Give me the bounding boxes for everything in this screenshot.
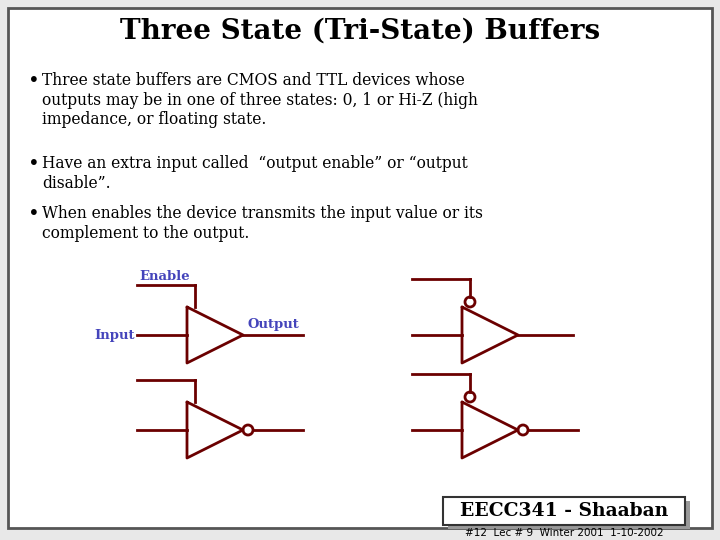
Text: Three state buffers are CMOS and TTL devices whose
outputs may be in one of thre: Three state buffers are CMOS and TTL dev… (42, 72, 478, 128)
FancyBboxPatch shape (8, 8, 712, 528)
Text: Have an extra input called  “output enable” or “output
disable”.: Have an extra input called “output enabl… (42, 155, 468, 192)
Text: EECC341 - Shaaban: EECC341 - Shaaban (460, 502, 668, 520)
Text: Enable: Enable (139, 270, 189, 283)
Text: When enables the device transmits the input value or its
complement to the outpu: When enables the device transmits the in… (42, 205, 483, 241)
Text: •: • (28, 205, 40, 224)
Text: •: • (28, 155, 40, 174)
FancyBboxPatch shape (448, 501, 690, 529)
Text: #12  Lec # 9  Winter 2001  1-10-2002: #12 Lec # 9 Winter 2001 1-10-2002 (464, 528, 663, 538)
FancyBboxPatch shape (443, 497, 685, 525)
Text: Three State (Tri-State) Buffers: Three State (Tri-State) Buffers (120, 18, 600, 45)
Text: Output: Output (248, 318, 300, 331)
Text: •: • (28, 72, 40, 91)
Text: Input: Input (94, 328, 135, 341)
